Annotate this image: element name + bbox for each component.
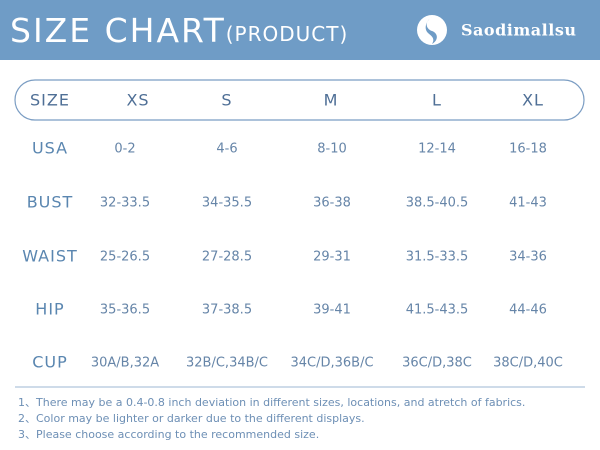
row-label: BUST [27, 193, 74, 212]
column-header: L [432, 91, 442, 110]
row-label: HIP [35, 300, 64, 319]
column-header: XL [522, 91, 544, 110]
cell: 34C/D,36B/C [290, 356, 373, 371]
cell: 35-36.5 [100, 303, 150, 318]
column-header: S [221, 91, 232, 110]
column-header: XS [126, 91, 149, 110]
brand-name: Saodimallsu [461, 21, 576, 40]
cell: 12-14 [418, 142, 456, 157]
note: 1、There may be a 0.4-0.8 inch deviation … [18, 396, 525, 409]
cell: 30A/B,32A [91, 356, 159, 371]
note: 3、Please choose according to the recomme… [18, 428, 319, 441]
brand-logo [417, 15, 447, 45]
cell: 32B/C,34B/C [186, 356, 268, 371]
cell: 41.5-43.5 [406, 303, 469, 318]
cell: 36C/D,38C [402, 356, 472, 371]
cell: 0-2 [114, 142, 135, 157]
cell: 36-38 [313, 196, 351, 211]
cell: 27-28.5 [202, 250, 252, 265]
cell: 34-35.5 [202, 196, 252, 211]
cell: 37-38.5 [202, 303, 252, 318]
title: SIZE CHART(PRODUCT) [10, 11, 348, 50]
cell: 4-6 [216, 142, 237, 157]
title-suffix: (PRODUCT) [226, 22, 349, 46]
row-label: WAIST [22, 247, 78, 266]
cell: 32-33.5 [100, 196, 150, 211]
header-bar [0, 0, 600, 60]
header-row-outline [14, 79, 585, 121]
cell: 31.5-33.5 [406, 250, 469, 265]
column-header: SIZE [30, 91, 70, 110]
row-label: CUP [32, 353, 68, 372]
cell: 29-31 [313, 250, 351, 265]
title-main: SIZE CHART [10, 11, 226, 50]
note: 2、Color may be lighter or darker due to … [18, 412, 365, 425]
cell: 8-10 [317, 142, 347, 157]
cell: 41-43 [509, 196, 547, 211]
row-label: USA [32, 139, 68, 158]
column-header: M [324, 91, 339, 110]
table: SIZE XS S M L XL USA 0-2 4-6 8-10 12-14 16-18 BUST 32… [18, 91, 563, 442]
cell: 44-46 [509, 303, 547, 318]
cell: 38.5-40.5 [406, 196, 469, 211]
cell: 25-26.5 [100, 250, 150, 265]
cell: 34-36 [509, 250, 547, 265]
cell: 39-41 [313, 303, 351, 318]
cell: 38C/D,40C [493, 356, 563, 371]
cell: 16-18 [509, 142, 547, 157]
